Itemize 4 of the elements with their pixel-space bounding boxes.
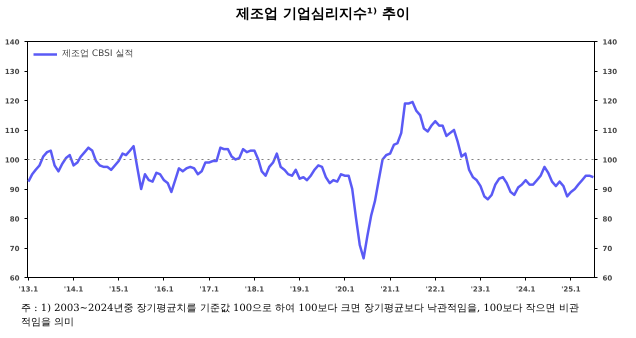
text: 주 : 1) 2003~2024년중 장기평균치를 기준값 100으로 하여 100보다 크면 장기평균보다 낙관적임을, 100보다 작으면 비관적임을 의미: [21, 302, 580, 330]
legend-label: 제조업 CBSI 실적: [62, 48, 134, 60]
line-series: [28, 100, 594, 260]
chart-title: 제조업 기업심리지수¹⁾ 추이: [236, 5, 410, 24]
